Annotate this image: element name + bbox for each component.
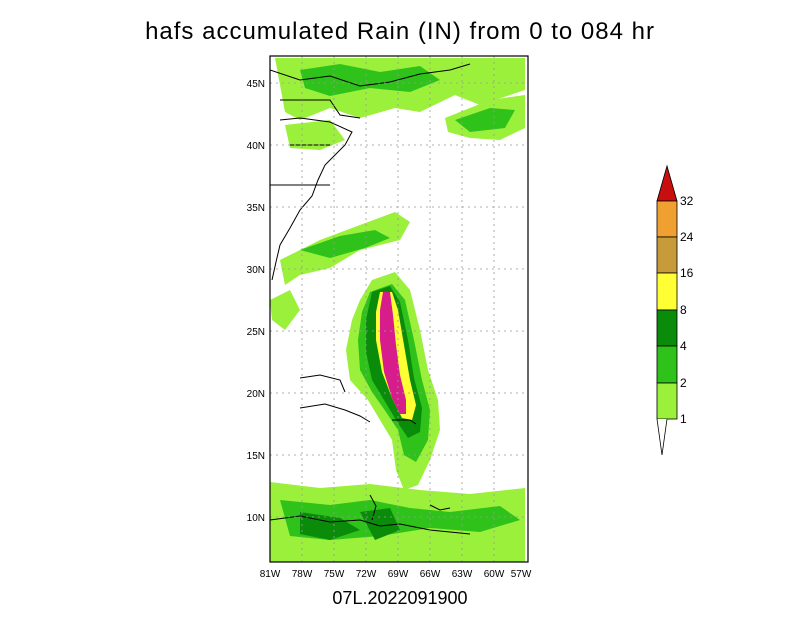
lat-label-20n: 20N bbox=[247, 389, 265, 400]
lat-label-30n: 30N bbox=[247, 265, 265, 276]
lat-label-15n: 15N bbox=[247, 451, 265, 462]
colorbar-label-1: 1 bbox=[680, 412, 687, 426]
lat-label-45n: 45N bbox=[247, 79, 265, 90]
lon-label-78w: 78W bbox=[292, 569, 313, 580]
colorbar-bin-8-16 bbox=[656, 272, 678, 311]
lon-label-63w: 63W bbox=[452, 569, 473, 580]
colorbar-bin-16-24 bbox=[656, 236, 678, 274]
lon-label-66w: 66W bbox=[420, 569, 441, 580]
lon-label-60w: 60W bbox=[484, 569, 505, 580]
graticule bbox=[270, 56, 528, 562]
colorbar-label-16: 16 bbox=[680, 266, 694, 280]
colorbar-label-4: 4 bbox=[680, 339, 687, 353]
colorbar-arrow-top bbox=[656, 164, 678, 202]
lat-label-25n: 25N bbox=[247, 327, 265, 338]
lon-label-72w: 72W bbox=[356, 569, 377, 580]
lon-label-75w: 75W bbox=[324, 569, 345, 580]
colorbar-label-8: 8 bbox=[680, 303, 687, 317]
colorbar-bin-1-2 bbox=[656, 382, 678, 420]
colorbar-label-24: 24 bbox=[680, 230, 694, 244]
colorbar-arrow-bottom bbox=[656, 418, 668, 456]
coastlines bbox=[270, 63, 471, 535]
lat-label-10n: 10N bbox=[247, 513, 265, 524]
lat-axis: 45N 40N 35N 30N 25N 20N 15N 10N bbox=[247, 79, 265, 524]
colorbar-bin-2-4 bbox=[656, 345, 678, 384]
lat-label-40n: 40N bbox=[247, 141, 265, 152]
lat-label-35n: 35N bbox=[247, 203, 265, 214]
map-frame bbox=[269, 55, 529, 563]
chart-title: hafs accumulated Rain (IN) from 0 to 084… bbox=[145, 18, 655, 45]
colorbar-bin-24-32 bbox=[656, 200, 678, 238]
lon-label-69w: 69W bbox=[388, 569, 409, 580]
rain-field-magenta bbox=[380, 292, 406, 414]
colorbar-label-2: 2 bbox=[680, 376, 687, 390]
lon-label-81w: 81W bbox=[260, 569, 281, 580]
lon-label-57w: 57W bbox=[511, 569, 532, 580]
lon-axis: 81W 78W 75W 72W 69W 66W 63W 60W 57W bbox=[260, 569, 532, 580]
colorbar-bin-4-8 bbox=[656, 309, 678, 347]
colorbar-label-32: 32 bbox=[680, 194, 694, 208]
colorbar: 1 2 4 8 16 24 32 bbox=[656, 164, 694, 456]
storm-run-id: 07L.2022091900 bbox=[332, 588, 468, 608]
